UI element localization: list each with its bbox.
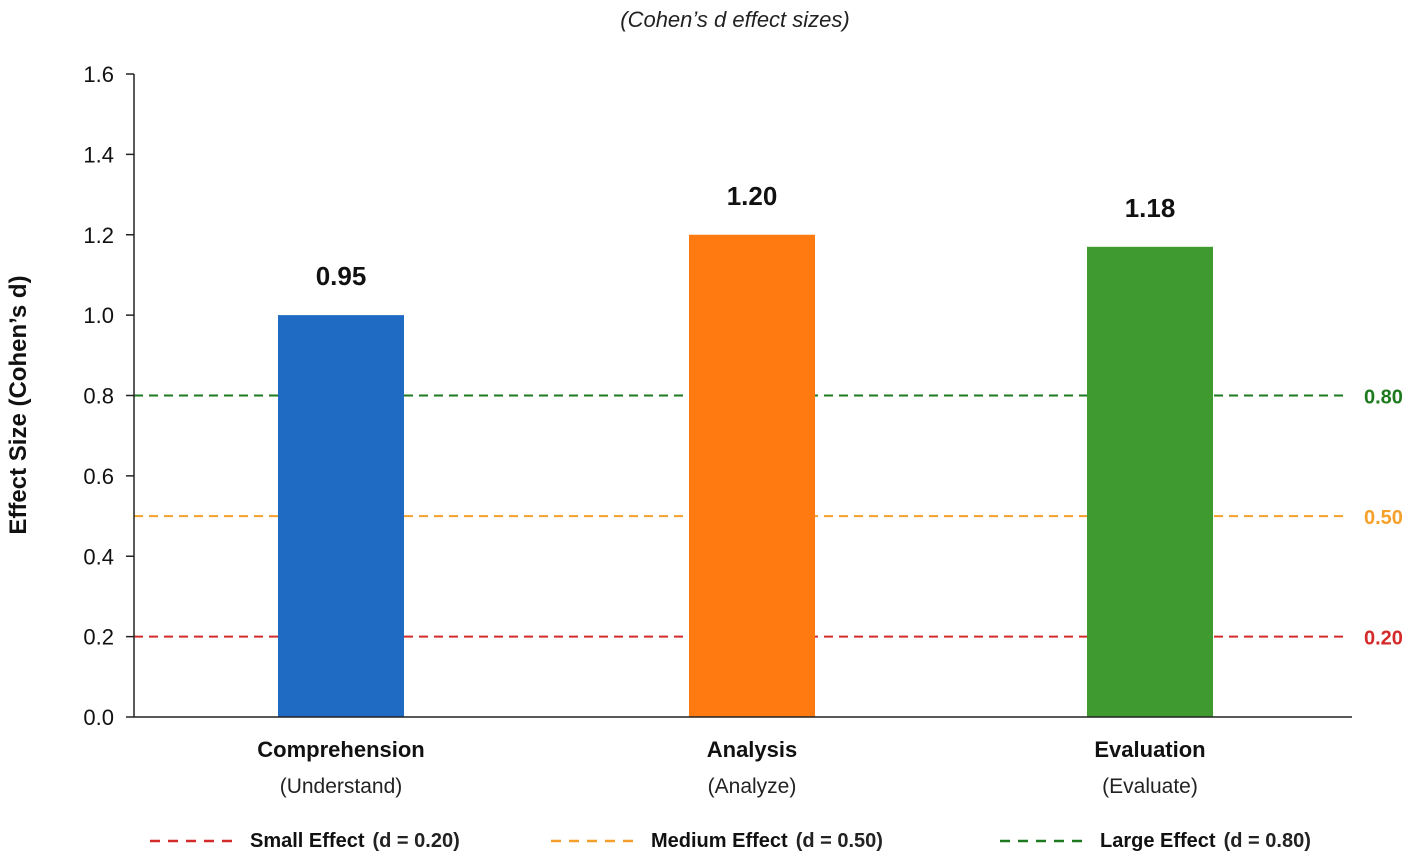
bar xyxy=(278,315,404,717)
y-tick-label: 0.2 xyxy=(83,625,114,650)
legend-entry: Small Effect (d = 0.20) xyxy=(250,830,460,852)
bar-value-label: 1.20 xyxy=(727,181,778,211)
y-tick-label: 0.4 xyxy=(83,544,114,569)
threshold-label: 0.20 xyxy=(1364,628,1403,650)
bar-value-label: 1.18 xyxy=(1125,193,1176,223)
y-tick-label: 0.8 xyxy=(83,384,114,409)
legend: Small Effect (d = 0.20) Medium Effect (d = … xyxy=(150,830,1311,852)
x-category-label: Comprehension xyxy=(257,737,424,762)
threshold-label: 0.50 xyxy=(1364,507,1403,529)
x-category-label: Analysis xyxy=(707,737,798,762)
x-category-sublabel: (Understand) xyxy=(280,775,403,798)
y-tick-label: 1.6 xyxy=(83,62,114,87)
bar xyxy=(1087,246,1213,717)
bars: 0.95 1.20 1.18 xyxy=(278,181,1213,717)
y-axis-ticks: 0.0 0.2 0.4 0.6 0.8 1.0 1.2 1.4 1.6 xyxy=(83,62,134,730)
legend-entry: Large Effect (d = 0.80) xyxy=(1100,830,1311,852)
y-tick-label: 1.4 xyxy=(83,142,114,167)
y-axis-label: Effect Size (Cohen’s d) xyxy=(5,275,32,534)
x-axis-labels: Comprehension (Understand) Analysis (Analyz… xyxy=(257,737,1205,798)
chart-subtitle: (Cohen’s d effect sizes) xyxy=(620,7,849,32)
x-category-label: Evaluation xyxy=(1094,737,1205,762)
bar xyxy=(689,234,815,717)
legend-entry: Medium Effect (d = 0.50) xyxy=(651,830,883,852)
y-tick-label: 1.2 xyxy=(83,223,114,248)
x-category-sublabel: (Analyze) xyxy=(708,775,797,798)
y-tick-label: 0.0 xyxy=(83,705,114,730)
y-tick-label: 0.6 xyxy=(83,464,114,489)
bar-value-label: 0.95 xyxy=(316,261,367,291)
y-tick-label: 1.0 xyxy=(83,303,114,328)
threshold-label: 0.80 xyxy=(1364,387,1403,409)
x-category-sublabel: (Evaluate) xyxy=(1102,775,1198,798)
